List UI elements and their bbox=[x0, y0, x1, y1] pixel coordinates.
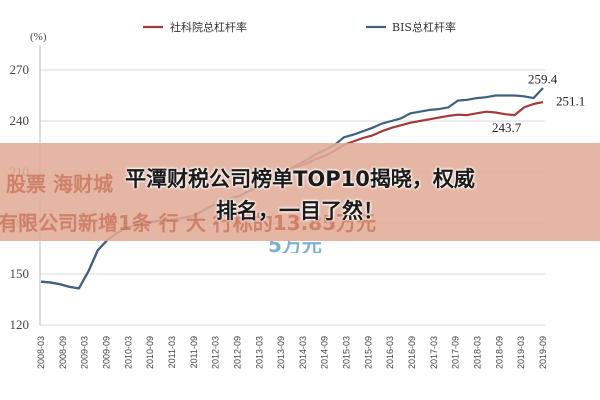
legend-label-cass: 社科院总杠杆率 bbox=[170, 20, 247, 34]
x-tick-2017-03: 2017-03 bbox=[429, 336, 439, 369]
y-tick-240: 240 bbox=[10, 113, 30, 128]
x-tick-2013-03: 2013-03 bbox=[254, 336, 264, 369]
x-tick-2010-03: 2010-03 bbox=[123, 336, 133, 369]
x-tick-2019-03: 2019-03 bbox=[516, 336, 526, 369]
x-tick-2016-03: 2016-03 bbox=[385, 336, 395, 369]
x-tick-2008-03: 2008-03 bbox=[36, 336, 46, 369]
x-tick-2013-09: 2013-09 bbox=[276, 336, 286, 369]
x-tick-2019-09: 2019-09 bbox=[538, 336, 548, 369]
x-tick-2011-09: 2011-09 bbox=[189, 336, 199, 368]
annotation-cass-dip: 243.7 bbox=[492, 120, 522, 135]
overlay-title[interactable]: 平潭财税公司榜单TOP10揭晓，权威 排名，一目了然！ bbox=[0, 163, 600, 227]
x-tick-2014-09: 2014-09 bbox=[320, 336, 330, 369]
overlay-banner: 股票 海财城 有限公司新增1条 行 大 行标的13.85万元 bbox=[0, 143, 600, 241]
x-tick-labels: 2008-03 2008-09 2009-03 2009-09 2010-03 2010-… bbox=[36, 336, 548, 369]
x-tick-2008-09: 2008-09 bbox=[58, 336, 68, 369]
overlay-title-line-2: 排名，一目了然！ bbox=[216, 199, 384, 223]
annotations: 259.4 251.1 243.7 bbox=[492, 71, 585, 134]
x-tick-2010-09: 2010-09 bbox=[145, 336, 155, 369]
x-tick-2014-03: 2014-03 bbox=[298, 336, 308, 369]
overlay-ghost-text: 5万元 bbox=[268, 241, 322, 253]
x-tick-2012-03: 2012-03 bbox=[211, 336, 221, 369]
overlay-title-line-1: 平潭财税公司榜单TOP10揭晓，权威 bbox=[125, 167, 475, 191]
y-tick-120: 120 bbox=[10, 317, 30, 332]
y-unit-label: (%) bbox=[30, 31, 47, 43]
x-tick-2011-03: 2011-03 bbox=[167, 336, 177, 368]
annotation-cass-end: 251.1 bbox=[556, 94, 585, 109]
overlay-background-text-2: 有限公司新增1条 行 大 行标的13.85万元 bbox=[0, 211, 377, 235]
x-tick-2009-03: 2009-03 bbox=[80, 336, 90, 369]
x-tick-2018-09: 2018-09 bbox=[494, 336, 504, 369]
x-tick-2017-09: 2017-09 bbox=[451, 336, 461, 369]
overlay-background-text-1: 股票 海财城 bbox=[6, 172, 113, 196]
x-tick-2018-03: 2018-03 bbox=[473, 336, 483, 369]
y-tick-270: 270 bbox=[10, 62, 30, 77]
legend: 社科院总杠杆率 BIS总杠杆率 bbox=[143, 20, 456, 34]
annotation-bis-end: 259.4 bbox=[528, 71, 558, 86]
x-tick-2015-03: 2015-03 bbox=[342, 336, 352, 369]
legend-label-bis: BIS总杠杆率 bbox=[392, 20, 456, 34]
x-tick-2012-09: 2012-09 bbox=[232, 336, 242, 369]
x-tick-2016-09: 2016-09 bbox=[407, 336, 417, 369]
y-tick-150: 150 bbox=[10, 266, 30, 281]
x-tick-2015-09: 2015-09 bbox=[363, 336, 373, 369]
x-tick-2009-09: 2009-09 bbox=[101, 336, 111, 369]
